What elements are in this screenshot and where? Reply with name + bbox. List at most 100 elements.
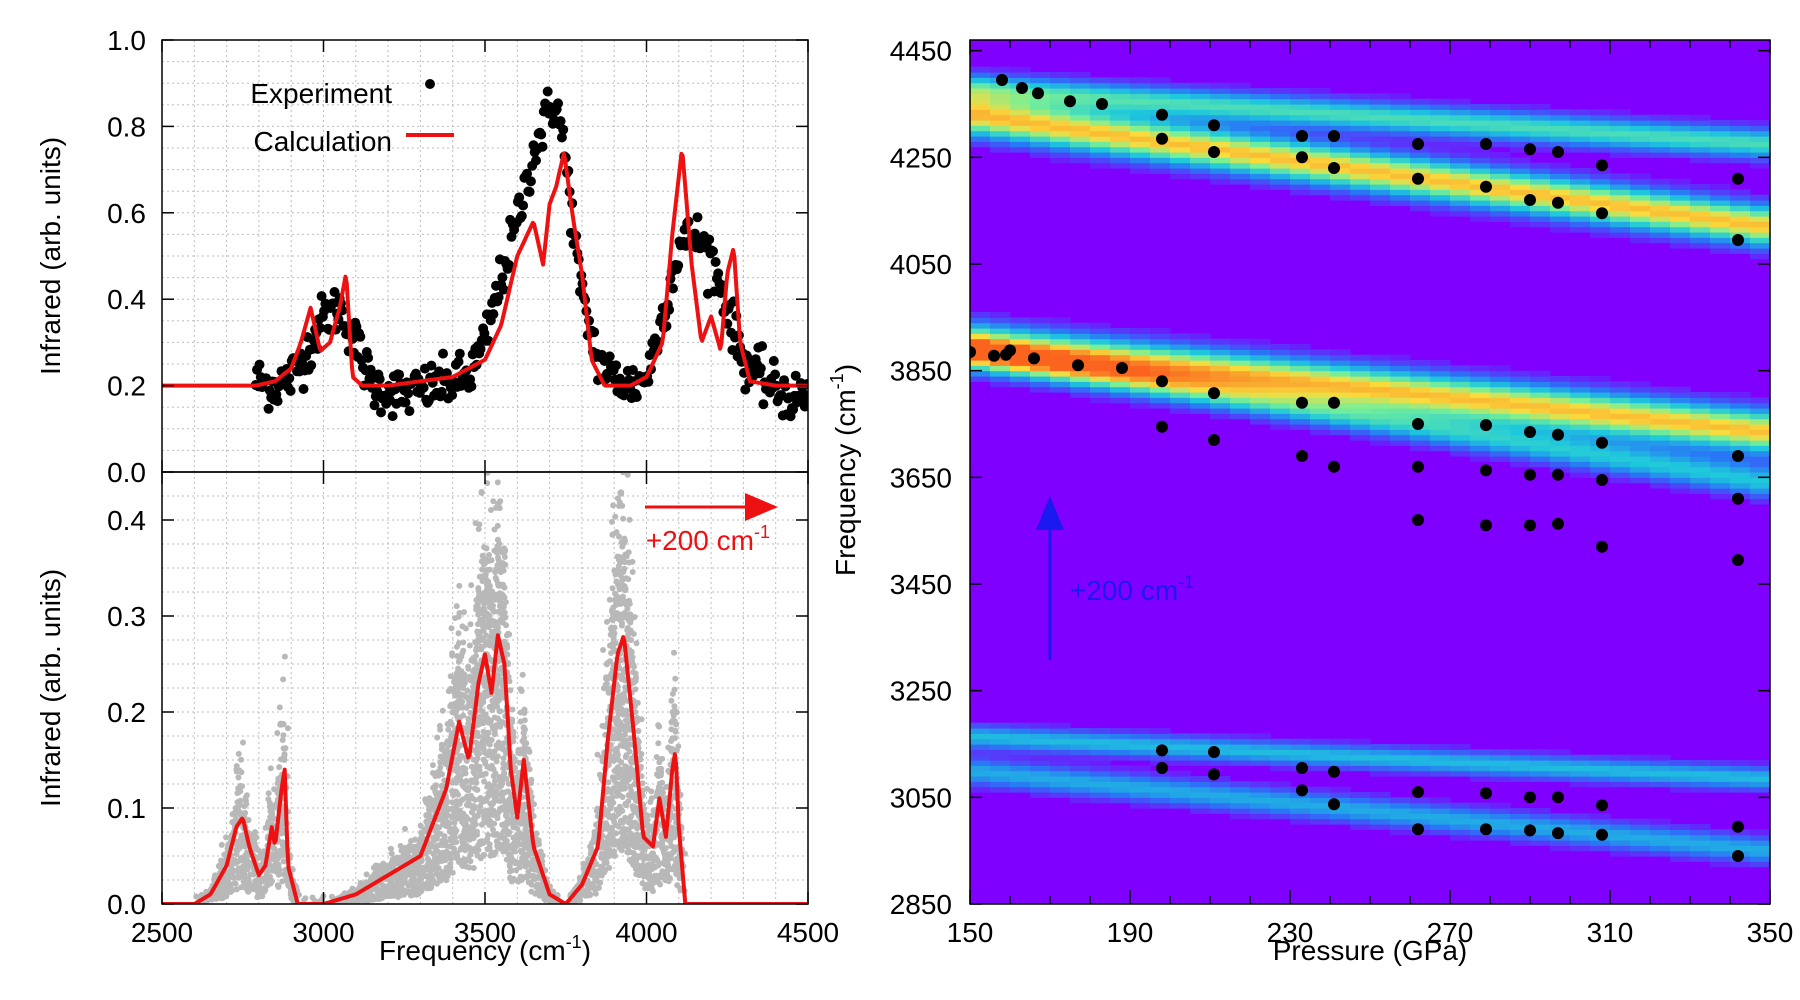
heatmap-cell — [1070, 733, 1091, 740]
heatmap-cell — [1010, 333, 1031, 340]
heatmap-cell — [1110, 93, 1131, 100]
heatmap-cell — [1230, 365, 1251, 372]
heatmap-cell — [1090, 733, 1111, 740]
scatter-point — [633, 640, 640, 647]
heatmap-cell — [1010, 130, 1031, 137]
scatter-point — [519, 671, 526, 678]
heatmap-cell — [1210, 104, 1231, 110]
scatter-point — [436, 722, 443, 729]
heatmap-cell — [1010, 317, 1031, 324]
scatter-point — [489, 707, 496, 714]
heatmap-cell — [1050, 98, 1071, 105]
scatter-point — [499, 560, 506, 567]
heatmap-cell — [1130, 136, 1151, 142]
experiment-point — [466, 381, 477, 392]
heatmap-cell — [990, 744, 1011, 750]
scatter-point — [517, 820, 524, 827]
heatmap-cell — [1070, 125, 1091, 132]
heatmap-cell — [1090, 792, 1111, 798]
scatter-point — [280, 676, 287, 683]
heatmap-cell — [1210, 365, 1231, 372]
heatmap-cell — [1250, 136, 1271, 142]
scatter-point — [625, 549, 632, 556]
heatmap-cell — [1190, 760, 1211, 766]
scatter-point — [656, 723, 663, 730]
heatmap-cell — [1030, 338, 1051, 345]
heatmap-cell — [1030, 781, 1051, 788]
scatter-point — [483, 632, 490, 639]
scatter-point — [269, 878, 275, 884]
heatmap-cell — [970, 312, 991, 318]
scatter-point — [254, 894, 261, 901]
scatter-point — [418, 876, 425, 882]
heatmap-cell — [1210, 413, 1231, 420]
scatter-point — [408, 867, 415, 874]
experiment-point — [355, 331, 366, 342]
heatmap-cell — [1030, 749, 1051, 756]
heatmap-cell — [1170, 386, 1191, 393]
scatter-point — [499, 780, 506, 787]
scatter-point — [447, 861, 454, 868]
heatmap-cell — [1170, 349, 1191, 356]
heatmap-cell — [1090, 93, 1111, 100]
heatmap-cell — [1250, 413, 1271, 420]
heatmap-cell — [1070, 146, 1091, 153]
heatmap-cell — [1250, 418, 1271, 425]
scatter-point — [621, 559, 628, 566]
heatmap-cell — [1210, 781, 1231, 788]
scatter-point — [629, 767, 636, 774]
scatter-point — [536, 841, 542, 848]
heatmap-cell — [1170, 354, 1191, 361]
heatmap-cell — [1070, 93, 1091, 100]
scatter-point — [453, 643, 460, 650]
heatmap-cell — [1150, 77, 1171, 84]
scatter-point — [476, 808, 483, 815]
scatter-point — [448, 625, 455, 632]
scatter-point — [605, 779, 612, 786]
scatter-point — [632, 678, 639, 685]
scatter-point — [659, 779, 666, 786]
heatmap-cell — [1010, 376, 1031, 382]
scatter-point — [428, 883, 435, 890]
scatter-point — [271, 815, 278, 822]
heatmap-cell — [1010, 722, 1031, 729]
scatter-point — [417, 888, 424, 895]
heatmap-cell — [1130, 82, 1151, 89]
heatmap-cell — [1130, 93, 1151, 100]
heatmap-cell — [1250, 792, 1271, 798]
heatmap-cell — [1190, 402, 1211, 409]
experiment-point — [524, 186, 535, 197]
scatter-point — [255, 847, 262, 854]
heatmap-cell — [1190, 738, 1211, 745]
heatmap-cell — [1210, 130, 1231, 137]
scatter-point — [476, 521, 483, 528]
heatmap-cell — [1190, 338, 1211, 345]
heatmap-cell — [1190, 168, 1211, 174]
scatter-point — [447, 703, 454, 710]
experiment-point — [272, 396, 283, 407]
scatter-point — [623, 431, 629, 437]
heatmap-cell — [1050, 365, 1071, 372]
heatmap-cell — [1110, 82, 1131, 89]
heatmap-cell — [1170, 733, 1191, 740]
heatmap-cell — [1270, 408, 1291, 414]
heatmap-cell — [1070, 344, 1091, 350]
y-tick-label: 0.4 — [107, 284, 146, 315]
heatmap-cell — [1050, 109, 1071, 116]
scatter-point — [424, 856, 431, 862]
heatmap-cell — [1130, 77, 1151, 84]
heatmap-cell — [1110, 738, 1131, 745]
heatmap-cell — [1050, 77, 1071, 84]
heatmap-cell — [1050, 141, 1071, 148]
heatmap-cell — [1130, 754, 1151, 761]
scatter-point — [509, 716, 516, 723]
heatmap-cell — [1270, 402, 1291, 409]
scatter-point — [490, 602, 496, 609]
heatmap-cell — [1030, 114, 1051, 121]
experiment-point — [673, 260, 684, 271]
scatter-point — [458, 702, 465, 709]
heatmap-cell — [990, 381, 1011, 388]
scatter-point — [612, 513, 619, 520]
scatter-point — [475, 605, 482, 612]
